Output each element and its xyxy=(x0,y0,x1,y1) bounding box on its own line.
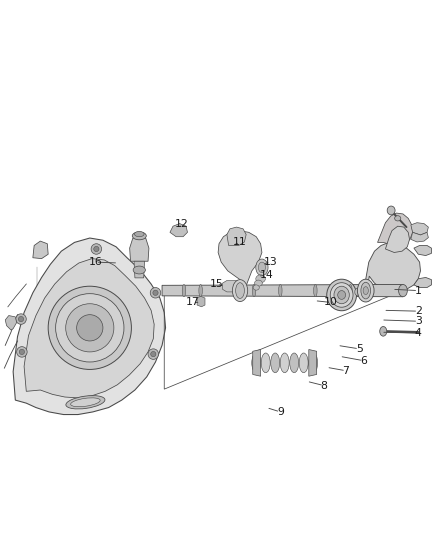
Ellipse shape xyxy=(349,285,352,297)
Circle shape xyxy=(91,244,102,254)
Ellipse shape xyxy=(399,285,407,297)
Ellipse shape xyxy=(357,279,374,302)
Text: 13: 13 xyxy=(264,257,278,267)
Polygon shape xyxy=(411,232,428,242)
Text: 12: 12 xyxy=(175,219,189,229)
Ellipse shape xyxy=(256,275,265,282)
Polygon shape xyxy=(134,261,145,278)
Polygon shape xyxy=(385,226,410,253)
Polygon shape xyxy=(223,280,243,292)
Text: 7: 7 xyxy=(343,366,350,376)
Polygon shape xyxy=(411,223,428,235)
Circle shape xyxy=(16,314,26,324)
Text: 1: 1 xyxy=(415,286,422,296)
Text: 15: 15 xyxy=(210,279,224,289)
Polygon shape xyxy=(170,223,187,237)
Polygon shape xyxy=(130,234,149,261)
Text: 8: 8 xyxy=(321,381,328,391)
Ellipse shape xyxy=(363,287,368,295)
Ellipse shape xyxy=(314,285,317,297)
Text: 2: 2 xyxy=(415,306,422,316)
Circle shape xyxy=(153,290,158,295)
Circle shape xyxy=(18,317,24,322)
Polygon shape xyxy=(162,285,403,297)
Ellipse shape xyxy=(355,288,359,295)
Text: 3: 3 xyxy=(415,316,422,326)
Ellipse shape xyxy=(395,216,401,221)
Polygon shape xyxy=(227,227,246,246)
Circle shape xyxy=(19,349,25,354)
Ellipse shape xyxy=(299,353,308,373)
Text: 9: 9 xyxy=(277,407,284,417)
Ellipse shape xyxy=(271,353,280,373)
Polygon shape xyxy=(253,350,261,376)
Ellipse shape xyxy=(252,285,256,297)
Ellipse shape xyxy=(327,279,357,311)
Polygon shape xyxy=(13,238,166,415)
Text: 17: 17 xyxy=(186,297,200,308)
Ellipse shape xyxy=(66,395,105,409)
Ellipse shape xyxy=(133,266,145,274)
Polygon shape xyxy=(378,213,413,246)
Circle shape xyxy=(17,346,27,357)
Ellipse shape xyxy=(309,353,318,373)
Polygon shape xyxy=(24,259,154,398)
Text: 5: 5 xyxy=(356,344,363,354)
Circle shape xyxy=(77,314,103,341)
Ellipse shape xyxy=(387,206,395,215)
Ellipse shape xyxy=(253,285,259,290)
Ellipse shape xyxy=(330,282,353,307)
Polygon shape xyxy=(197,296,205,307)
Ellipse shape xyxy=(182,285,186,297)
Ellipse shape xyxy=(236,282,244,298)
Ellipse shape xyxy=(199,285,202,297)
Circle shape xyxy=(56,294,124,362)
Circle shape xyxy=(150,287,161,298)
Text: 4: 4 xyxy=(415,328,422,338)
Ellipse shape xyxy=(71,398,100,407)
Polygon shape xyxy=(366,243,420,302)
Ellipse shape xyxy=(134,231,144,237)
Text: 11: 11 xyxy=(233,237,247,247)
Ellipse shape xyxy=(338,290,346,300)
Polygon shape xyxy=(309,350,317,376)
Ellipse shape xyxy=(334,286,350,304)
Ellipse shape xyxy=(290,353,299,373)
Polygon shape xyxy=(414,246,431,255)
Ellipse shape xyxy=(261,353,270,373)
Ellipse shape xyxy=(254,280,262,286)
Ellipse shape xyxy=(258,262,265,273)
Text: 6: 6 xyxy=(360,356,367,366)
Text: 14: 14 xyxy=(259,270,273,280)
Polygon shape xyxy=(33,241,48,259)
Circle shape xyxy=(94,246,99,252)
Ellipse shape xyxy=(279,285,282,297)
Polygon shape xyxy=(218,231,262,302)
Ellipse shape xyxy=(132,232,146,240)
Ellipse shape xyxy=(256,259,268,276)
Polygon shape xyxy=(414,278,431,287)
Circle shape xyxy=(148,349,159,359)
Circle shape xyxy=(151,351,156,357)
Circle shape xyxy=(48,286,131,369)
Ellipse shape xyxy=(361,282,371,299)
Ellipse shape xyxy=(280,353,289,373)
Circle shape xyxy=(66,304,114,352)
Ellipse shape xyxy=(380,327,387,336)
Ellipse shape xyxy=(252,353,261,373)
Text: 10: 10 xyxy=(324,297,338,308)
Polygon shape xyxy=(5,316,17,330)
Ellipse shape xyxy=(360,288,367,297)
Text: 16: 16 xyxy=(88,257,102,267)
Ellipse shape xyxy=(233,280,248,302)
